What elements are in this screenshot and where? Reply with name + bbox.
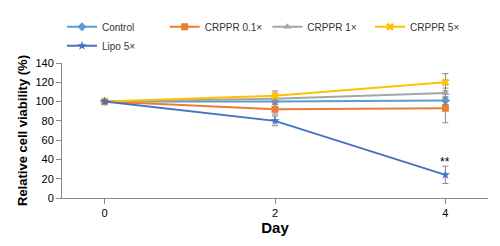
svg-text:0: 0	[48, 192, 54, 204]
svg-text:140: 140	[35, 57, 53, 69]
svg-text:CRPPR 0.1×: CRPPR 0.1×	[205, 22, 263, 33]
svg-text:120: 120	[35, 76, 53, 88]
svg-text:2: 2	[272, 207, 278, 219]
svg-text:0: 0	[102, 207, 108, 219]
svg-text:CRPPR 5×: CRPPR 5×	[410, 22, 459, 33]
svg-text:20: 20	[42, 173, 54, 185]
svg-text:Relative cell viability (%): Relative cell viability (%)	[15, 55, 30, 206]
svg-text:80: 80	[42, 115, 54, 127]
svg-text:Day: Day	[261, 219, 289, 236]
svg-text:Lipo 5×: Lipo 5×	[102, 41, 135, 52]
svg-text:60: 60	[42, 134, 54, 146]
svg-text:**: **	[440, 155, 450, 169]
svg-text:Control: Control	[102, 22, 134, 33]
svg-text:4: 4	[442, 207, 448, 219]
svg-text:100: 100	[35, 95, 53, 107]
svg-text:CRPPR 1×: CRPPR 1×	[307, 22, 356, 33]
svg-text:40: 40	[42, 153, 54, 165]
